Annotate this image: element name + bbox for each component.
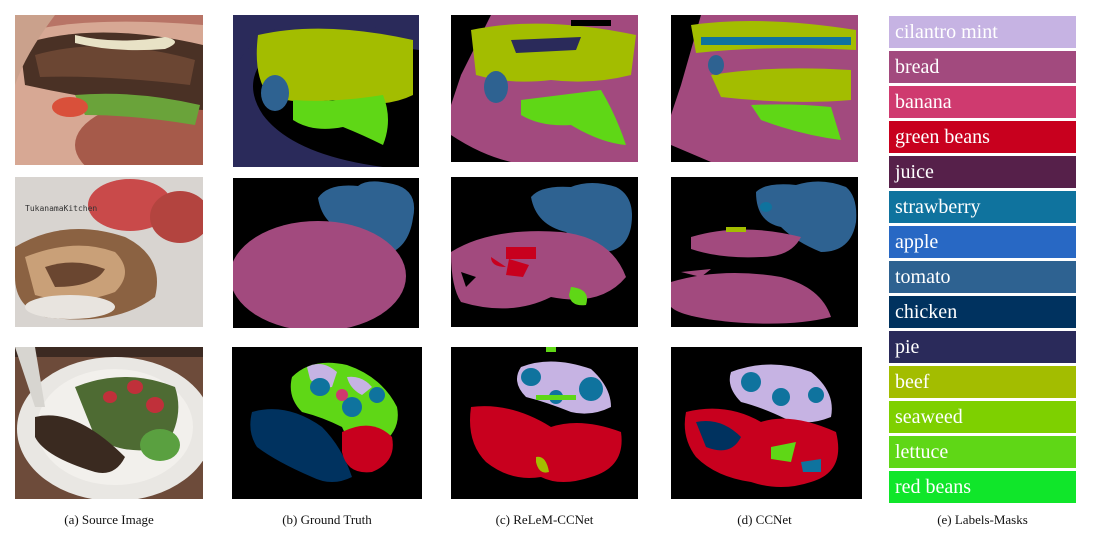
legend-label: red beans <box>895 476 972 498</box>
legend-item-bread: bread <box>889 51 1076 83</box>
caption-releme-ccnet: (c) ReLeM-CCNet <box>495 512 594 527</box>
caption-ccnet: (d) CCNet <box>737 512 792 527</box>
legend-label: apple <box>895 231 939 253</box>
legend-label: seaweed <box>895 406 963 428</box>
ccnet-mask-2 <box>671 177 858 327</box>
legend-label: bread <box>895 56 940 78</box>
ground-truth-mask-2 <box>233 178 419 328</box>
ccnet-mask-3 <box>671 347 862 499</box>
legend-label: chicken <box>895 301 958 323</box>
watermark-text: TukanamaKitchen <box>25 204 97 213</box>
legend-item-strawberry: strawberry <box>889 191 1076 223</box>
legend-item-banana: banana <box>889 86 1076 118</box>
source-image-bread: TukanamaKitchen <box>15 177 203 327</box>
legend-label: pie <box>895 336 920 358</box>
legend-label: banana <box>895 91 952 113</box>
legend-item-beef: beef <box>889 366 1076 398</box>
caption-ground-truth: (b) Ground Truth <box>282 512 372 527</box>
legend-label: lettuce <box>895 441 949 463</box>
ground-truth-mask-1 <box>233 15 419 167</box>
legend-label: strawberry <box>895 196 981 218</box>
caption-source-image: (a) Source Image <box>64 512 154 527</box>
legend-item-green-beans: green beans <box>889 121 1076 153</box>
legend-item-pie: pie <box>889 331 1076 363</box>
legend-label: green beans <box>895 126 990 148</box>
legend-item-juice: juice <box>889 156 1076 188</box>
releme-ccnet-mask-1 <box>451 15 638 162</box>
legend-label: cilantro mint <box>895 21 998 43</box>
legend-item-chicken: chicken <box>889 296 1076 328</box>
legend-item-tomato: tomato <box>889 261 1076 293</box>
releme-ccnet-mask-3 <box>451 347 638 499</box>
caption-labels-masks: (e) Labels-Masks <box>937 512 1028 527</box>
legend-item-apple: apple <box>889 226 1076 258</box>
legend-item-red-beans: red beans <box>889 471 1076 503</box>
legend-item-seaweed: seaweed <box>889 401 1076 433</box>
legend-label: tomato <box>895 266 951 288</box>
releme-ccnet-mask-2 <box>451 177 638 327</box>
ground-truth-mask-3 <box>232 347 422 499</box>
source-image-skewer-plate <box>15 347 203 499</box>
legend-label: juice <box>895 161 934 183</box>
legend-item-cilantro-mint: cilantro mint <box>889 16 1076 48</box>
source-image-gyro <box>15 15 203 165</box>
legend-item-lettuce: lettuce <box>889 436 1076 468</box>
legend-label: beef <box>895 371 930 393</box>
labels-masks-legend: cilantro mint bread banana green beans j… <box>889 16 1076 506</box>
ccnet-mask-1 <box>671 15 858 162</box>
